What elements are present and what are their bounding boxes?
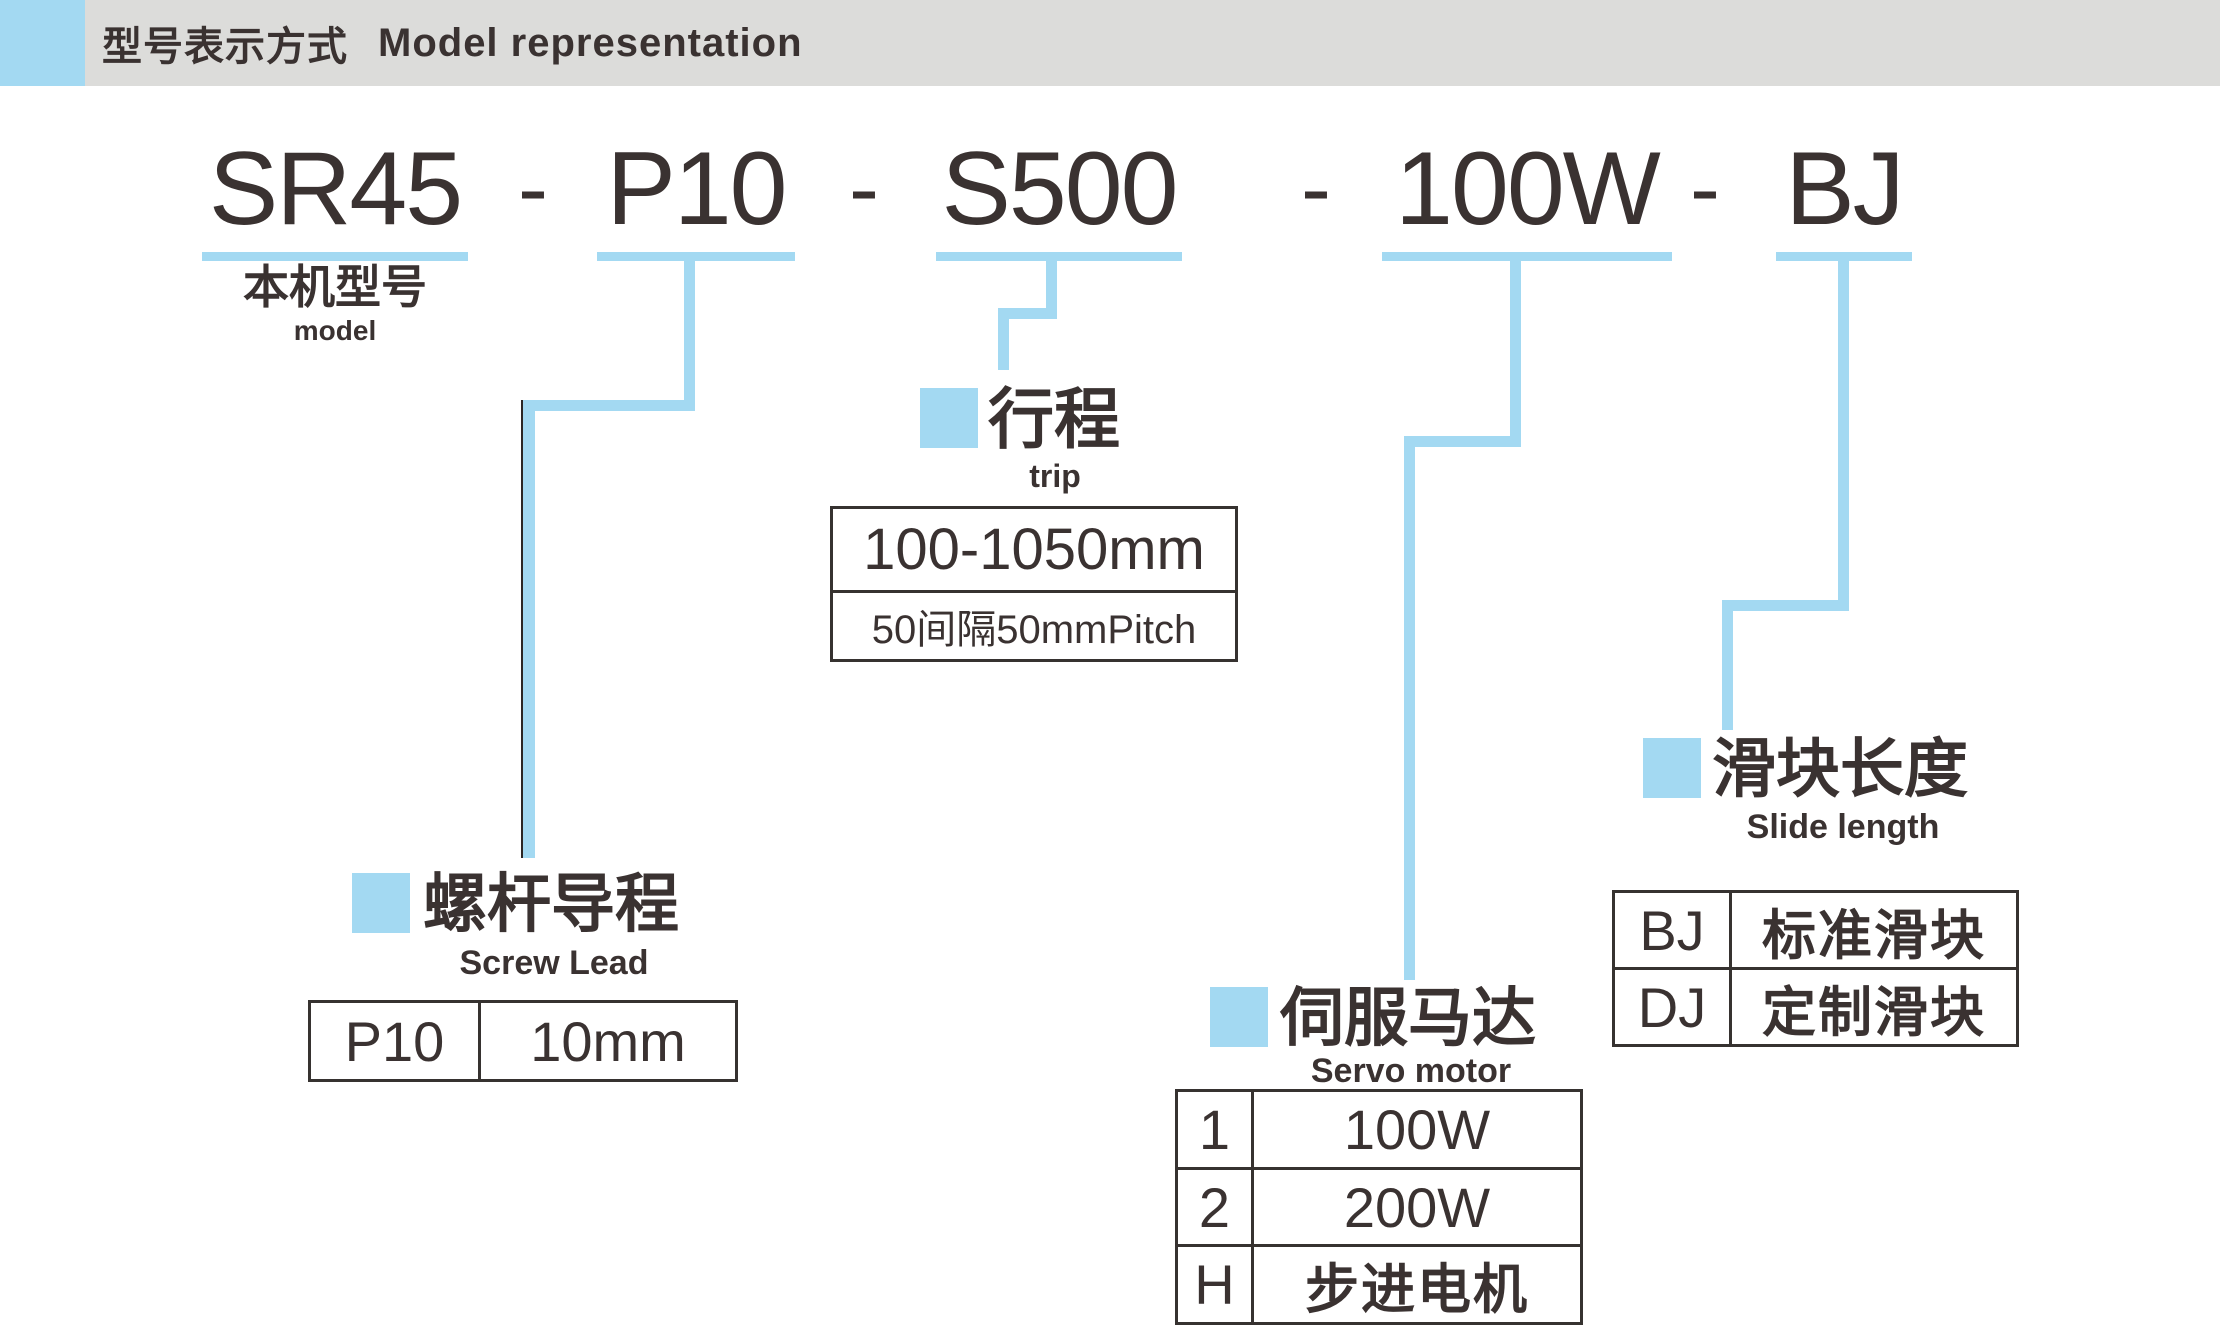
table-row: H 步进电机 — [1178, 1244, 1580, 1323]
page-title-zh: 型号表示方式 — [102, 25, 348, 69]
underline-base — [202, 252, 468, 261]
servo-value: 200W — [1343, 1175, 1491, 1239]
trip-range-value: 100-1050mm — [833, 509, 1235, 593]
slide-length-table: BJ 标准滑块 DJ 定制滑块 — [1612, 890, 2019, 1047]
connector-lead-v2 — [521, 400, 535, 858]
header-bar — [0, 0, 2220, 86]
trip-label-zh: 行程 — [988, 382, 1120, 456]
model-segment-motor: 100W — [1395, 131, 1661, 247]
screw-lead-label-zh: 螺杆导程 — [423, 868, 679, 940]
trip-range-box: 100-1050mm 50间隔50mmPitch — [830, 506, 1238, 662]
slide-code: BJ — [1615, 893, 1732, 967]
slide-value: 标准滑块 — [1762, 905, 1986, 966]
connector-slide-h — [1722, 600, 1849, 611]
connector-lead-h — [523, 400, 695, 411]
trip-label-en: trip — [1029, 458, 1081, 494]
underline-lead — [597, 252, 795, 261]
connector-slide-v1 — [1838, 256, 1849, 608]
header-accent-square-icon — [0, 0, 85, 86]
connector-trip-v1 — [1046, 256, 1057, 316]
segment-separator: - — [1690, 139, 1720, 239]
slide-length-bullet-square-icon — [1643, 738, 1701, 798]
connector-servo-h — [1404, 436, 1521, 447]
servo-code: 2 — [1178, 1169, 1254, 1245]
screw-lead-label-en: Screw Lead — [459, 944, 649, 982]
table-row: P10 10mm — [311, 1003, 735, 1079]
connector-servo-v1 — [1510, 256, 1521, 444]
table-row: DJ 定制滑块 — [1615, 967, 2016, 1044]
connector-trip-v2 — [998, 308, 1009, 370]
model-segment-lead: P10 — [606, 131, 787, 247]
model-segment-stroke: S500 — [941, 131, 1179, 247]
underline-stroke — [936, 252, 1182, 261]
servo-motor-table: 1 100W 2 200W H 步进电机 — [1175, 1089, 1583, 1325]
screw-lead-code: P10 — [311, 1003, 481, 1079]
slide-value: 定制滑块 — [1762, 982, 1986, 1043]
slide-code: DJ — [1615, 970, 1732, 1044]
screw-lead-table: P10 10mm — [308, 1000, 738, 1082]
servo-value: 步进电机 — [1305, 1260, 1529, 1321]
slide-length-label-en: Slide length — [1746, 808, 1940, 846]
servo-code: 1 — [1178, 1092, 1254, 1167]
servo-motor-bullet-square-icon — [1210, 987, 1268, 1047]
model-segment-slide: BJ — [1785, 131, 1904, 247]
segment-separator: - — [849, 139, 879, 239]
connector-trip-h — [998, 308, 1057, 319]
segment-separator: - — [1301, 139, 1331, 239]
trip-bullet-square-icon — [920, 388, 978, 448]
model-label-zh: 本机型号 — [243, 261, 427, 313]
underline-motor — [1382, 252, 1672, 261]
page-title-en: Model representation — [378, 20, 803, 65]
model-segment-base: SR45 — [208, 131, 463, 247]
servo-motor-label-zh: 伺服马达 — [1280, 982, 1536, 1054]
table-row: 2 200W — [1178, 1166, 1580, 1245]
connector-lead-v1 — [684, 256, 695, 406]
screw-lead-bullet-square-icon — [352, 873, 410, 933]
servo-code: H — [1178, 1247, 1254, 1323]
trip-pitch-note: 50间隔50mmPitch — [871, 608, 1197, 652]
connector-servo-v2 — [1404, 436, 1415, 980]
servo-value: 100W — [1343, 1097, 1491, 1161]
model-label-en: model — [293, 315, 377, 346]
slide-length-label-zh: 滑块长度 — [1712, 733, 1968, 805]
screw-lead-value: 10mm — [530, 1009, 686, 1073]
table-row: 1 100W — [1178, 1092, 1580, 1167]
page-title: 型号表示方式 Model representation — [102, 0, 803, 86]
connector-slide-v2 — [1722, 600, 1733, 730]
segment-separator: - — [518, 139, 548, 239]
servo-motor-label-en: Servo motor — [1310, 1052, 1512, 1090]
table-row: BJ 标准滑块 — [1615, 893, 2016, 967]
